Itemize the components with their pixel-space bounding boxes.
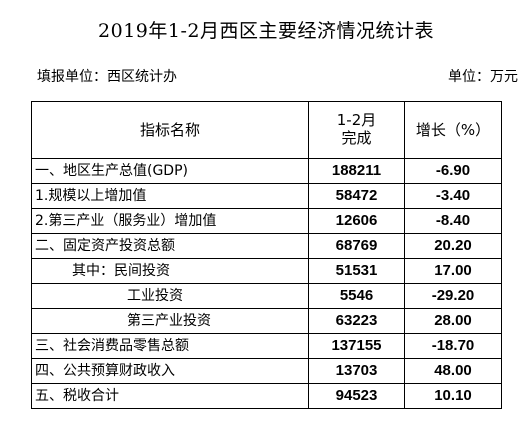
growth-cell: -3.40	[404, 183, 502, 209]
table-row: 二、固定资产投资总额 68769 20.20	[31, 233, 502, 259]
growth-cell: 20.20	[404, 233, 502, 259]
growth-cell: -8.40	[404, 208, 502, 234]
table-row: 其中：民间投资 51531 17.00	[31, 258, 502, 284]
indicator-name-cell: 1.规模以上增加值	[31, 183, 309, 209]
indicator-name-cell: 二、固定资产投资总额	[31, 233, 309, 259]
value-cell: 58472	[308, 183, 405, 209]
growth-cell: 28.00	[404, 308, 502, 334]
table-row: 一、地区生产总值(GDP) 188211 -6.90	[31, 158, 502, 184]
table-row: 工业投资 5546 -29.20	[31, 283, 502, 309]
indicator-name-cell: 第三产业投资	[31, 308, 309, 334]
indicator-name-cell: 工业投资	[31, 283, 309, 309]
table-body: 一、地区生产总值(GDP) 188211 -6.90 1.规模以上增加值 58472 -3…	[31, 158, 502, 409]
table-row: 1.规模以上增加值 58472 -3.40	[31, 183, 502, 209]
growth-cell: 10.10	[404, 383, 502, 409]
value-cell: 63223	[308, 308, 405, 334]
table-row: 五、税收合计 94523 10.10	[31, 383, 502, 409]
value-cell: 13703	[308, 358, 405, 384]
table-row: 四、公共预算财政收入 13703 48.00	[31, 358, 502, 384]
header-indicator: 指标名称	[31, 101, 309, 159]
growth-cell: 48.00	[404, 358, 502, 384]
table-row: 三、社会消费品零售总额 137155 -18.70	[31, 333, 502, 359]
header-growth: 增长（%）	[404, 101, 502, 159]
value-cell: 12606	[308, 208, 405, 234]
value-cell: 94523	[308, 383, 405, 409]
value-cell: 188211	[308, 158, 405, 184]
value-cell: 68769	[308, 233, 405, 259]
indicator-name-cell: 一、地区生产总值(GDP)	[31, 158, 309, 184]
indicator-name-cell: 五、税收合计	[31, 383, 309, 409]
indicator-name-cell: 四、公共预算财政收入	[31, 358, 309, 384]
table-row: 2.第三产业（服务业）增加值 12606 -8.40	[31, 208, 502, 234]
indicator-name-cell: 2.第三产业（服务业）增加值	[31, 208, 309, 234]
growth-cell: -29.20	[404, 283, 502, 309]
table-row: 第三产业投资 63223 28.00	[31, 308, 502, 334]
reporting-unit: 填报单位：西区统计办	[37, 69, 177, 85]
indicator-name-cell: 其中：民间投资	[31, 258, 309, 284]
growth-cell: -6.90	[404, 158, 502, 184]
value-cell: 51531	[308, 258, 405, 284]
value-cell: 137155	[308, 333, 405, 359]
statistics-table: 指标名称 1-2月 完成 增长（%） 一、地区生产总值(GDP) 188211 -6…	[31, 101, 502, 409]
growth-cell: -18.70	[404, 333, 502, 359]
header-period: 1-2月 完成	[308, 101, 405, 159]
page-title: 2019年1-2月西区主要经济情况统计表	[98, 20, 434, 42]
header-period-line2: 完成	[341, 129, 372, 147]
unit-label: 单位：万元	[448, 69, 518, 85]
header-period-line1: 1-2月	[336, 111, 377, 129]
table-header-row: 指标名称 1-2月 完成 增长（%）	[31, 101, 502, 159]
value-cell: 5546	[308, 283, 405, 309]
growth-cell: 17.00	[404, 258, 502, 284]
indicator-name-cell: 三、社会消费品零售总额	[31, 333, 309, 359]
